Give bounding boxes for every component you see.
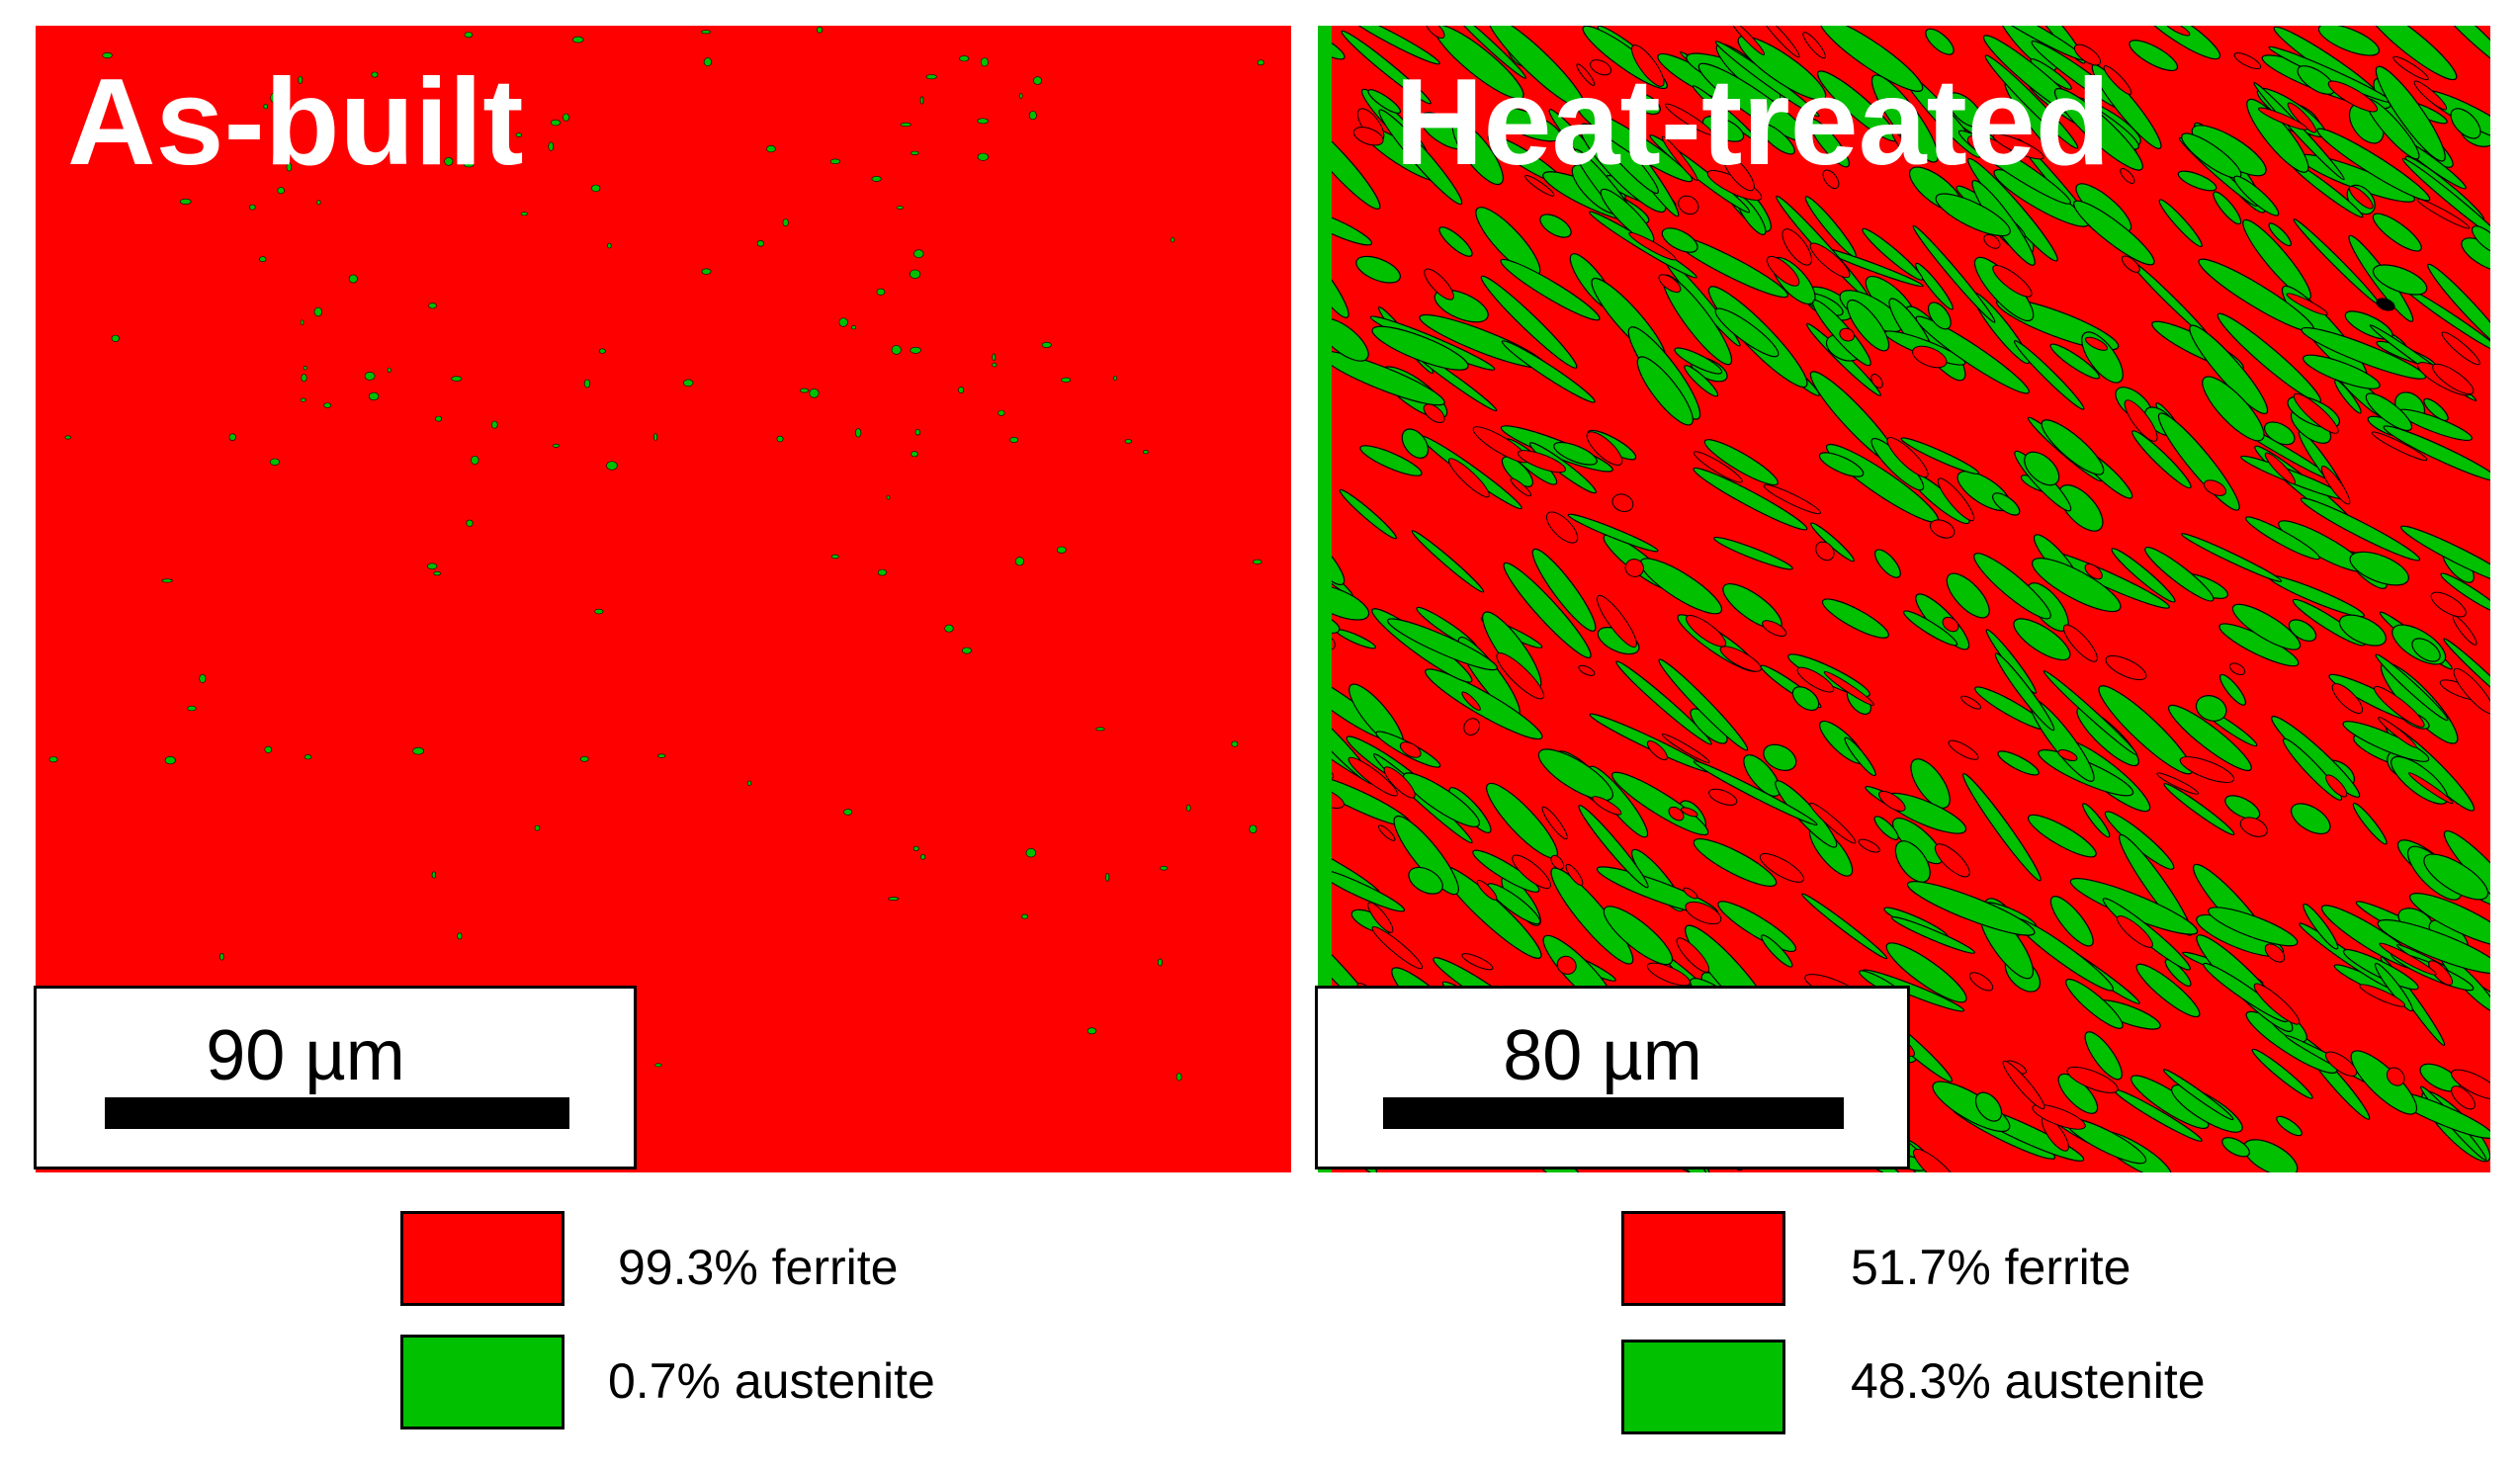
heat-treated-scale-bar: 80 µm xyxy=(1315,986,1910,1169)
heat-treated-austenite-label: 48.3% austenite xyxy=(1851,1353,2206,1409)
as-built-scale-line xyxy=(105,1097,569,1129)
heat-treated-scale-label: 80 µm xyxy=(1503,1016,1702,1095)
as-built-ferrite-swatch xyxy=(400,1211,565,1306)
as-built-title: As-built xyxy=(67,54,524,191)
heat-treated-ferrite-swatch xyxy=(1621,1211,1785,1306)
heat-treated-austenite-islands xyxy=(1318,26,2490,1172)
as-built-scale-bar: 90 µm xyxy=(34,986,637,1169)
as-built-phase-map xyxy=(36,26,1291,1172)
heat-treated-phase-map-panel: Heat-treated xyxy=(1318,26,2490,1172)
heat-treated-scale-line xyxy=(1383,1097,1844,1129)
as-built-scale-label: 90 µm xyxy=(206,1016,405,1095)
as-built-austenite-specks xyxy=(48,26,1264,1131)
as-built-austenite-label: 0.7% austenite xyxy=(608,1353,935,1409)
heat-treated-ferrite-label: 51.7% ferrite xyxy=(1851,1240,2131,1295)
heat-treated-title: Heat-treated xyxy=(1395,54,2111,191)
as-built-ferrite-label: 99.3% ferrite xyxy=(618,1240,899,1295)
heat-treated-phase-map xyxy=(1318,26,2490,1172)
as-built-austenite-swatch xyxy=(400,1335,565,1429)
heat-treated-austenite-swatch xyxy=(1621,1340,1785,1434)
as-built-phase-map-panel: As-built xyxy=(36,26,1291,1172)
